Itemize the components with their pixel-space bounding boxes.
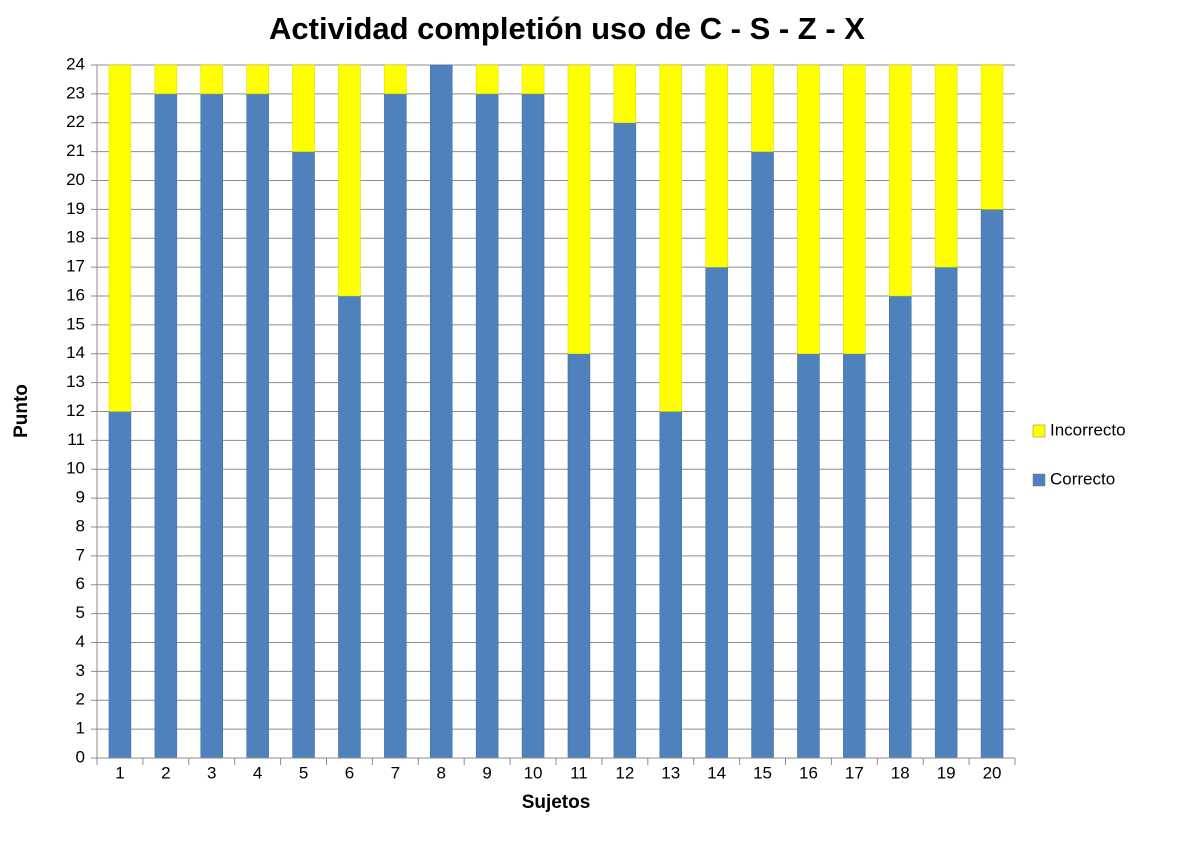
chart-title: Actividad completión uso de C - S - Z - …	[269, 11, 865, 46]
x-tick-label: 8	[437, 763, 446, 782]
bar-segment	[797, 64, 820, 354]
bar-segment	[613, 122, 637, 759]
bar-segment	[659, 64, 682, 412]
bar-segment	[521, 64, 545, 95]
x-tick-label: 11	[570, 763, 588, 782]
bar-segment	[843, 353, 866, 759]
bar-segment	[613, 64, 637, 123]
y-tick-label: 16	[66, 285, 85, 304]
x-tick-label: 4	[253, 763, 262, 782]
bar-segment	[659, 411, 682, 759]
bar-segment	[705, 64, 728, 268]
y-tick-label: 22	[66, 112, 85, 131]
x-tick-label: 16	[799, 763, 818, 782]
x-axis-title: Sujetos	[522, 792, 591, 813]
x-tick-label: 13	[661, 763, 680, 782]
y-tick-label: 24	[66, 54, 85, 73]
bar-segment	[934, 266, 958, 759]
bar-segment	[246, 64, 269, 95]
y-tick-label: 15	[66, 314, 85, 333]
bar-segment	[751, 64, 774, 152]
bar-segment	[292, 151, 315, 759]
y-tick-label: 8	[76, 516, 85, 535]
y-tick-label: 13	[66, 372, 85, 391]
bar-segment	[200, 64, 223, 95]
legend-label: Correcto	[1050, 469, 1115, 488]
legend-swatch	[1032, 424, 1046, 438]
bar-segment	[384, 93, 407, 759]
y-tick-label: 4	[76, 632, 85, 651]
x-tick-label: 20	[983, 763, 1002, 782]
y-tick-label: 19	[66, 199, 85, 218]
x-tick-label: 9	[482, 763, 491, 782]
bar-segment	[154, 64, 178, 95]
bar-segment	[200, 93, 223, 759]
bar-segment	[567, 64, 591, 354]
bar-segment	[843, 64, 866, 354]
bar-segment	[108, 64, 132, 412]
x-tick-label: 12	[615, 763, 634, 782]
bar-segment	[338, 64, 361, 297]
bar-segment	[521, 93, 545, 759]
y-tick-label: 17	[66, 257, 85, 276]
y-axis-title: Punto	[11, 384, 32, 438]
x-tick-label: 6	[345, 763, 354, 782]
x-tick-label: 17	[845, 763, 864, 782]
bar-segment	[292, 64, 315, 152]
x-tick-label: 2	[161, 763, 170, 782]
bar-segment	[980, 209, 1004, 759]
bar-segment	[567, 353, 591, 759]
y-tick-label: 21	[66, 141, 85, 160]
bar-segment	[889, 295, 912, 759]
x-tick-label: 15	[753, 763, 772, 782]
bar-segment	[889, 64, 912, 297]
y-tick-label: 2	[76, 690, 85, 709]
y-tick-label: 1	[76, 719, 85, 738]
bar-segment	[705, 266, 728, 759]
y-tick-label: 7	[76, 545, 85, 564]
y-tick-label: 18	[66, 228, 85, 247]
y-tick-label: 9	[76, 488, 85, 507]
bar-segment	[338, 295, 361, 759]
bar-segment	[154, 93, 178, 759]
bar-segment	[108, 411, 132, 759]
bar-segment	[246, 93, 269, 759]
y-tick-label: 6	[76, 574, 85, 593]
y-tick-label: 23	[66, 83, 85, 102]
x-tick-label: 7	[391, 763, 400, 782]
bar-segment	[475, 93, 499, 759]
x-tick-label: 10	[524, 763, 543, 782]
bar-segment	[751, 151, 774, 759]
y-tick-label: 0	[76, 747, 85, 766]
legend-label: Incorrecto	[1050, 420, 1126, 439]
bar-segment	[980, 64, 1004, 210]
bar-segment	[430, 64, 453, 759]
y-tick-label: 11	[67, 430, 85, 449]
bar-segment	[384, 64, 407, 95]
x-tick-label: 18	[891, 763, 910, 782]
x-tick-label: 14	[707, 763, 726, 782]
legend-swatch	[1032, 473, 1046, 487]
x-tick-label: 1	[115, 763, 124, 782]
x-tick-label: 3	[207, 763, 216, 782]
bar-segment	[934, 64, 958, 268]
y-tick-label: 3	[76, 661, 85, 680]
y-tick-label: 20	[66, 170, 85, 189]
y-tick-label: 14	[66, 343, 85, 362]
x-tick-label: 5	[299, 763, 308, 782]
y-tick-label: 5	[76, 603, 85, 622]
bar-segment	[475, 64, 499, 95]
y-tick-label: 12	[66, 401, 85, 420]
bar-segment	[797, 353, 820, 759]
x-tick-label: 19	[937, 763, 956, 782]
y-tick-label: 10	[66, 459, 85, 478]
